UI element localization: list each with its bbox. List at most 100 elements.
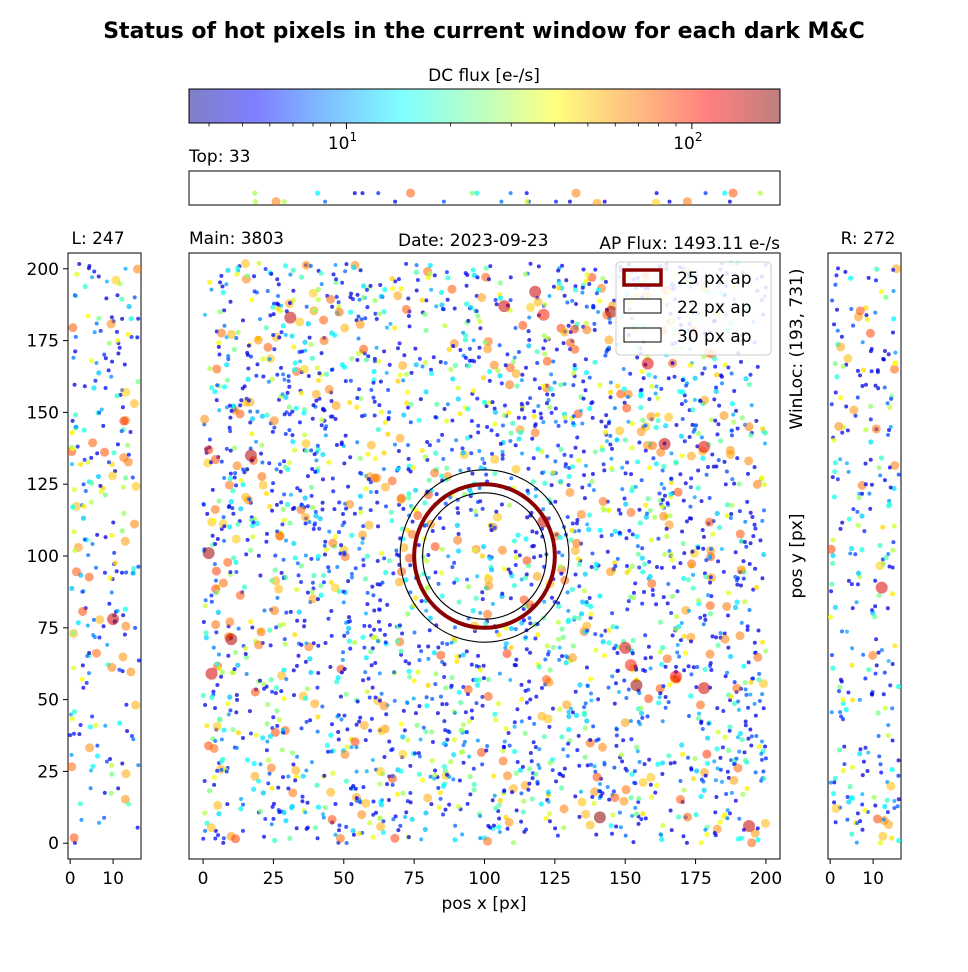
main-bg-point xyxy=(451,343,456,348)
left-bg-point xyxy=(126,303,132,310)
main-bg-point xyxy=(498,441,503,446)
main-bg-point xyxy=(327,529,332,534)
main-bg-point xyxy=(649,383,655,390)
main-bg-point xyxy=(322,552,327,557)
main-bg-point xyxy=(631,840,636,845)
main-bg-point xyxy=(629,445,635,451)
main-bg-point xyxy=(323,433,328,438)
main-bg-point xyxy=(427,271,433,277)
main-bg-point xyxy=(442,662,447,667)
right-bg-point xyxy=(828,614,834,620)
main-bg-point xyxy=(553,419,558,424)
right-bg-point xyxy=(890,330,895,335)
main-bg-point xyxy=(217,309,223,315)
main-bg-point xyxy=(483,344,493,354)
main-bg-point xyxy=(672,374,677,379)
right-bg-point xyxy=(850,606,855,611)
right-bg-point xyxy=(868,417,873,422)
main-bg-point xyxy=(701,787,707,793)
left-bg-point xyxy=(81,482,86,487)
main-bg-point xyxy=(242,645,249,652)
main-bg-point xyxy=(680,377,685,382)
left-panel-frame xyxy=(67,252,142,860)
main-bg-point xyxy=(510,359,517,365)
main-bg-point xyxy=(713,810,718,815)
main-bg-point xyxy=(624,564,629,569)
main-bg-point xyxy=(319,351,324,356)
left-bg-point xyxy=(81,427,87,433)
main-bg-point xyxy=(760,576,765,581)
main-bg-point xyxy=(538,553,543,558)
main-bg-point xyxy=(336,729,341,734)
main-bg-point xyxy=(581,710,588,716)
main-bg-point xyxy=(644,511,649,516)
main-bg-point xyxy=(202,312,207,317)
main-bg-point xyxy=(378,379,383,384)
main-bg-point xyxy=(342,667,347,672)
main-bg-point xyxy=(412,630,417,635)
main-bg-point xyxy=(473,677,479,683)
main-bg-point xyxy=(701,546,706,551)
main-bg-point xyxy=(370,834,376,840)
main-bg-point xyxy=(576,561,582,567)
main-bg-point xyxy=(712,397,717,402)
main-bg-point xyxy=(216,340,222,346)
right-bg-point xyxy=(875,368,880,373)
main-bg-point xyxy=(441,763,447,770)
main-bg-point xyxy=(269,577,275,584)
main-bg-point xyxy=(346,625,352,631)
main-bg-point xyxy=(503,725,509,732)
main-bg-point xyxy=(615,650,620,655)
main-bg-point xyxy=(353,786,358,791)
main-bg-point xyxy=(530,479,536,485)
main-bg-point xyxy=(536,403,541,408)
main-bg-point xyxy=(405,611,411,617)
right-hot-point xyxy=(840,697,846,703)
main-hot-point xyxy=(593,811,606,824)
main-bg-point xyxy=(490,798,495,803)
main-bg-point xyxy=(348,646,353,651)
main-bg-point xyxy=(340,657,345,662)
main-bg-point xyxy=(405,701,410,706)
main-bg-point xyxy=(303,521,308,526)
main-bg-point xyxy=(571,383,576,388)
main-bg-point xyxy=(495,368,501,374)
right-bg-point xyxy=(846,690,851,695)
main-bg-point xyxy=(376,639,381,644)
left-bg-point xyxy=(129,734,134,739)
main-bg-point xyxy=(271,332,276,337)
main-bg-point xyxy=(361,283,367,289)
main-bg-point xyxy=(452,560,457,565)
main-bg-point xyxy=(357,387,362,392)
main-bg-point xyxy=(537,765,542,770)
main-bg-point xyxy=(401,708,406,713)
main-bg-point xyxy=(443,418,450,424)
main-bg-point xyxy=(759,751,764,756)
main-bg-point xyxy=(573,572,578,577)
main-bg-point xyxy=(256,260,262,266)
main-bg-point xyxy=(580,290,585,295)
main-bg-point xyxy=(708,554,713,559)
right-bg-point xyxy=(832,800,837,805)
main-bg-point xyxy=(310,416,315,421)
main-bg-point xyxy=(505,380,515,390)
left-bg-point xyxy=(90,714,95,719)
main-bg-point xyxy=(458,700,464,706)
main-bg-point xyxy=(733,574,738,579)
right-bg-point xyxy=(873,604,878,609)
main-bg-point xyxy=(508,570,513,575)
main-bg-point xyxy=(655,395,661,401)
top-bg-point xyxy=(567,199,572,204)
main-bg-point xyxy=(610,611,615,616)
main-bg-point xyxy=(281,557,286,562)
main-bg-point xyxy=(245,350,250,355)
left-bg-point xyxy=(109,374,114,379)
right-bg-point xyxy=(891,267,896,272)
main-bg-point xyxy=(741,663,747,669)
main-bg-point xyxy=(453,535,463,545)
main-bg-point xyxy=(747,562,752,567)
main-bg-point xyxy=(653,391,658,396)
main-bg-point xyxy=(370,584,375,589)
main-bg-point xyxy=(570,710,575,715)
main-bg-point xyxy=(539,686,544,691)
